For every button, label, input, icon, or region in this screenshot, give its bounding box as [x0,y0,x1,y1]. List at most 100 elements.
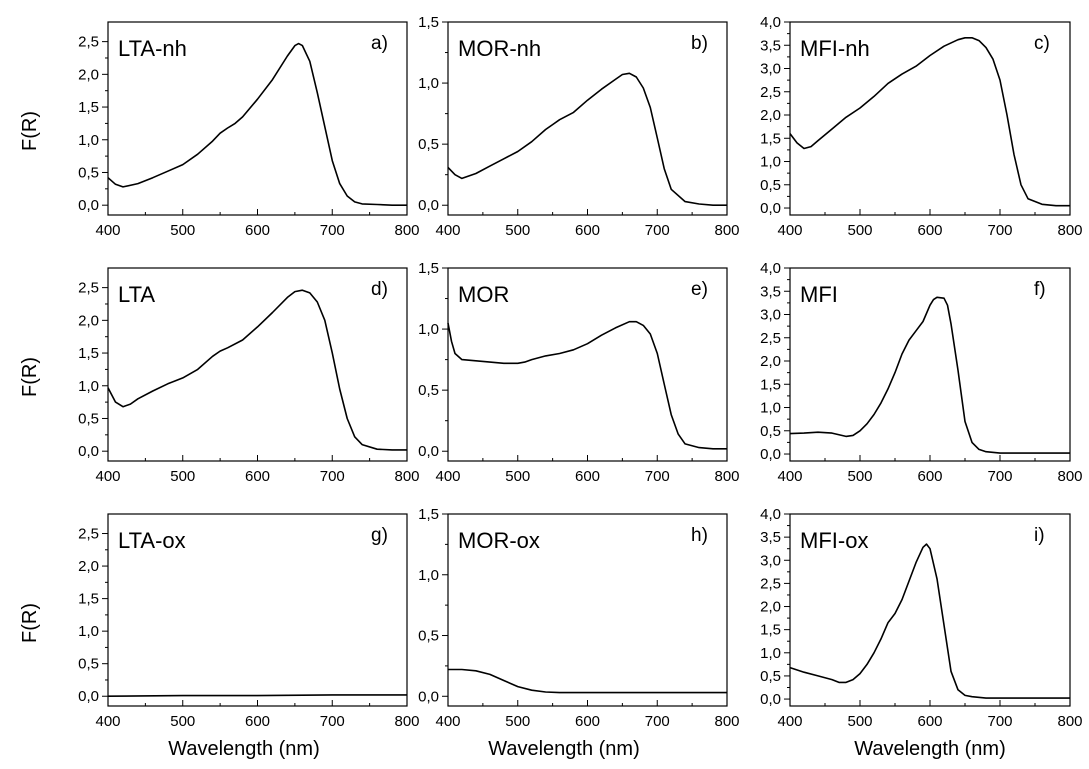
y-tick-label-i-6: 3,0 [760,552,781,569]
x-tick-label-f-700: 700 [987,468,1012,485]
y-tick-label-c-5: 2,5 [760,84,781,101]
panel-a: 400 500 600 700 800 0,0 0,5 1,0 1,5 2,0 2,5 LTA-nh a… [78,21,420,239]
x-tick-label-d-800: 800 [394,468,419,485]
panel-label-a: LTA-nh [118,36,187,61]
y-tick-label-f-6: 3,0 [760,307,781,324]
y-tick-label-c-8: 4,0 [760,14,781,31]
y-tick-label-g-3: 1,5 [78,591,99,608]
y-tick-label-g-1: 0,5 [78,656,99,673]
x-tick-label-a-800: 800 [394,222,419,239]
y-tick-label-c-0: 0,0 [760,200,781,217]
x-tick-label-e-700: 700 [645,468,670,485]
x-tick-label-e-600: 600 [575,468,600,485]
x-tick-label-a-500: 500 [170,222,195,239]
spectrum-line-c [789,37,1070,207]
x-tick-label-g-500: 500 [170,713,195,730]
y-tick-label-d-0: 0,0 [78,443,99,460]
y-tick-label-d-5: 2,5 [78,280,99,297]
panel-letter-h: h) [691,525,708,546]
y-tick-label-a-2: 1,0 [78,132,99,149]
y-tick-label-e-3: 1,5 [418,260,439,277]
panel-letter-b: b) [691,33,708,54]
panel-g: 400 500 600 700 800 0,0 0,5 1,0 1,5 2,0 2,5 LTA-ox g… [78,513,420,730]
y-tick-label-f-8: 4,0 [760,260,781,277]
y-tick-label-c-2: 1,0 [760,154,781,171]
x-tick-label-b-800: 800 [714,222,739,239]
x-tick-label-a-700: 700 [320,222,345,239]
y-tick-label-f-4: 2,0 [760,353,781,370]
spectrum-line-g [107,694,407,697]
spectrum-line-b [447,72,727,206]
y-tick-label-f-2: 1,0 [760,400,781,417]
y-tick-label-a-3: 1,5 [78,99,99,116]
y-tick-label-f-7: 3,5 [760,283,781,300]
panel-b: 400 500 600 700 800 0,0 0,5 1,0 1,5 MOR-nh b) [418,14,739,239]
x-tick-label-g-700: 700 [320,713,345,730]
panel-i: 400 500 600 700 800 0,0 0,5 1,0 1,5 2,0 2,5 3,0 3,5 4… [760,506,1082,730]
spectrum-line-a [107,42,407,206]
x-tick-label-c-500: 500 [847,222,872,239]
y-tick-label-d-4: 2,0 [78,312,99,329]
panels: 400 500 600 700 800 0,0 0,5 1,0 1,5 2,0 2,5 LTA-nh a… [78,14,1082,730]
x-tick-label-i-400: 400 [777,713,802,730]
y-tick-label-b-2: 1,0 [418,75,439,92]
y-tick-label-d-3: 1,5 [78,345,99,362]
x-tick-label-g-400: 400 [95,713,120,730]
y-tick-label-d-1: 0,5 [78,410,99,427]
x-tick-label-h-400: 400 [435,713,460,730]
x-axis-title-col-3: Wavelength (nm) [854,738,1006,760]
x-tick-label-e-800: 800 [714,468,739,485]
x-tick-label-b-600: 600 [575,222,600,239]
x-tick-label-h-600: 600 [575,713,600,730]
panel-letter-f: f) [1034,279,1046,300]
x-tick-label-b-400: 400 [435,222,460,239]
y-tick-label-f-3: 1,5 [760,376,781,393]
panel-d: 400 500 600 700 800 0,0 0,5 1,0 1,5 2,0 2,5 LTA d) [78,267,420,485]
panel-label-g: LTA-ox [118,528,186,553]
panel-letter-g: g) [371,525,388,546]
y-tick-label-c-4: 2,0 [760,107,781,124]
y-tick-label-g-4: 2,0 [78,558,99,575]
x-tick-label-d-500: 500 [170,468,195,485]
y-tick-label-i-8: 4,0 [760,506,781,523]
x-tick-label-b-500: 500 [505,222,530,239]
x-tick-label-i-800: 800 [1057,713,1082,730]
x-tick-label-f-600: 600 [917,468,942,485]
x-tick-label-h-700: 700 [645,713,670,730]
panel-label-b: MOR-nh [458,36,541,61]
x-axis-title-col-1: Wavelength (nm) [168,738,320,760]
spectrum-line-h [448,668,727,694]
panel-c: 400 500 600 700 800 0,0 0,5 1,0 1,5 2,0 2,5 3,0 3,5 4… [760,14,1082,239]
y-axis-title-row-3: F(R) [19,603,41,643]
x-tick-label-d-600: 600 [245,468,270,485]
panel-label-f: MFI [800,282,838,307]
x-tick-label-f-800: 800 [1057,468,1082,485]
x-tick-label-c-700: 700 [987,222,1012,239]
y-tick-label-h-1: 0,5 [418,628,439,645]
y-tick-label-b-3: 1,5 [418,14,439,31]
x-tick-label-c-800: 800 [1057,222,1082,239]
y-tick-label-f-1: 0,5 [760,423,781,440]
x-tick-label-e-500: 500 [505,468,530,485]
x-tick-label-c-400: 400 [777,222,802,239]
y-tick-label-i-5: 2,5 [760,575,781,592]
x-tick-label-g-800: 800 [394,713,419,730]
y-tick-label-a-0: 0,0 [78,197,99,214]
x-tick-label-e-400: 400 [435,468,460,485]
y-tick-label-i-3: 1,5 [760,622,781,639]
panel-label-h: MOR-ox [458,528,540,553]
panel-label-e: MOR [458,282,509,307]
y-tick-label-e-2: 1,0 [418,321,439,338]
x-tick-label-g-600: 600 [245,713,270,730]
x-tick-label-i-500: 500 [847,713,872,730]
panel-h: 400 500 600 700 800 0,0 0,5 1,0 1,5 MOR-ox h) [418,506,739,730]
y-tick-label-a-5: 2,5 [78,34,99,51]
y-tick-label-c-1: 0,5 [760,177,781,194]
y-tick-label-b-1: 0,5 [418,136,439,153]
y-tick-label-i-0: 0,0 [760,691,781,708]
x-tick-label-a-400: 400 [95,222,120,239]
panel-f: 400 500 600 700 800 0,0 0,5 1,0 1,5 2,0 2,5 3,0 3,5 4… [760,260,1082,485]
y-tick-label-i-1: 0,5 [760,668,781,685]
y-axis-title-row-2: F(R) [19,357,41,397]
x-tick-label-a-600: 600 [245,222,270,239]
